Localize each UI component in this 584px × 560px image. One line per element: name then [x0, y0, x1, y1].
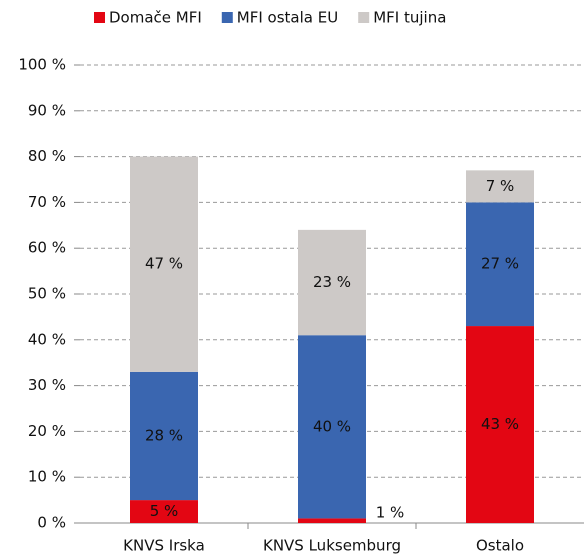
- x-tick-label: Ostalo: [476, 537, 524, 555]
- bar-segment: [130, 500, 198, 523]
- legend-swatch: [94, 12, 105, 23]
- x-tick-label: KNVS Irska: [123, 537, 205, 555]
- data-label: 1 %: [376, 504, 405, 522]
- bar-segment: [466, 170, 534, 203]
- y-tick-label: 50 %: [28, 285, 66, 303]
- legend-label: Domače MFI: [109, 9, 202, 27]
- data-label: 28 %: [145, 426, 183, 444]
- bar-segment: [130, 156, 198, 372]
- data-label: 47 %: [145, 255, 183, 273]
- bar-segment: [466, 326, 534, 523]
- y-tick-label: 30 %: [28, 376, 66, 394]
- bar-segment: [298, 518, 366, 523]
- y-tick-label: 0 %: [37, 514, 66, 532]
- bar-segment: [298, 229, 366, 336]
- data-label: 7 %: [486, 177, 515, 195]
- bar-segment: [298, 335, 366, 519]
- bar-segment: [466, 202, 534, 327]
- y-tick-label: 20 %: [28, 422, 66, 440]
- bar-segment: [130, 371, 198, 501]
- data-label: 23 %: [313, 273, 351, 291]
- x-tick-label: KNVS Luksemburg: [263, 537, 401, 555]
- y-tick-label: 70 %: [28, 193, 66, 211]
- legend-swatch: [358, 12, 370, 23]
- y-tick-label: 60 %: [28, 239, 66, 257]
- data-label: 40 %: [313, 417, 351, 435]
- y-tick-label: 100 %: [18, 56, 66, 74]
- y-tick-label: 80 %: [28, 147, 66, 165]
- y-tick-label: 10 %: [28, 468, 66, 486]
- legend-label: MFI ostala EU: [237, 9, 338, 27]
- data-label: 5 %: [150, 502, 179, 520]
- legend-label: MFI tujina: [373, 9, 446, 27]
- y-tick-label: 40 %: [28, 330, 66, 348]
- data-label: 43 %: [481, 415, 519, 433]
- y-tick-label: 90 %: [28, 101, 66, 119]
- legend-swatch: [221, 12, 233, 23]
- data-label: 27 %: [481, 255, 519, 273]
